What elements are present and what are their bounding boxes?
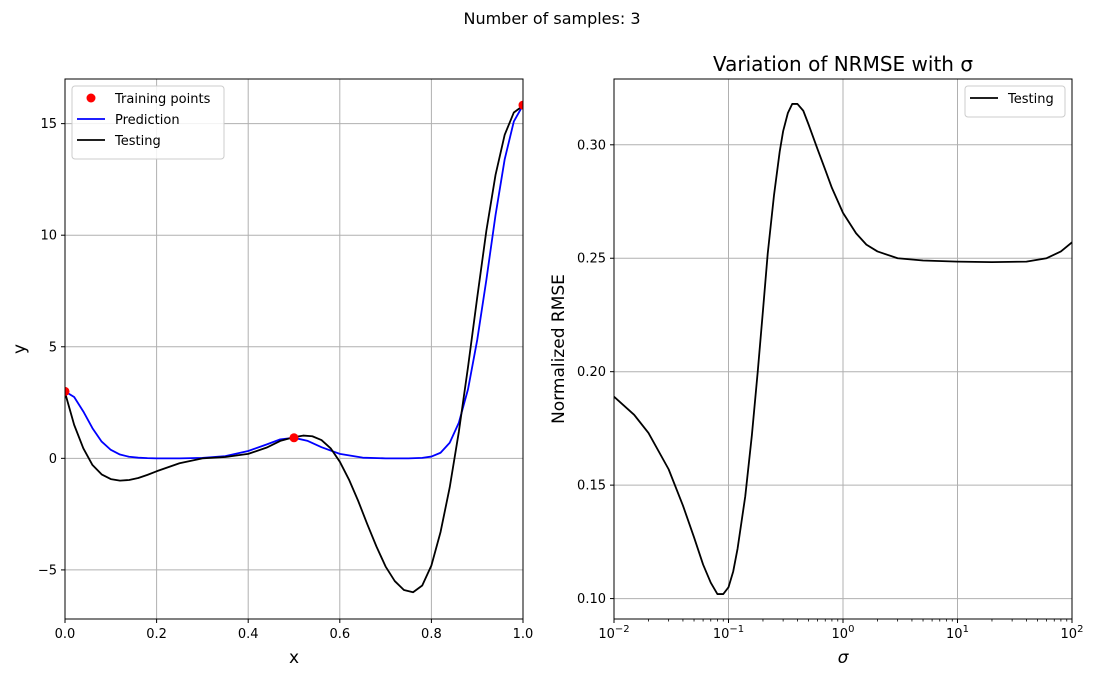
legend-label: Testing [1007, 92, 1054, 107]
y-tick-label: 15 [40, 117, 57, 132]
y-tick-label: 0.25 [577, 252, 606, 267]
left-y-axis-label: y [10, 344, 30, 354]
training-point [518, 100, 523, 110]
left-axes-frame [64, 78, 524, 620]
left-legend: Training points Prediction Testing [71, 85, 225, 160]
y-tick-label: 5 [49, 340, 57, 355]
left-series-layer [65, 100, 523, 594]
x-tick-label: 0.6 [329, 627, 350, 642]
right-ticks: 10−2 10−1 100 101 102 0.10 0.15 0.20 0.25 0.30 [577, 138, 1083, 642]
x-tick-label: 0.2 [146, 627, 167, 642]
right-legend: Testing [964, 85, 1066, 118]
legend-item: Prediction [77, 113, 180, 128]
x-tick-label: 0.4 [238, 627, 259, 642]
legend-item: Training points [86, 92, 211, 107]
series-line-testing [65, 105, 523, 594]
legend-box [964, 85, 1066, 118]
y-tick-label: 0.10 [577, 592, 606, 607]
right-series-layer [614, 103, 1072, 595]
x-tick-label: 100 [832, 624, 855, 642]
legend-marker [86, 93, 96, 103]
legend-box [71, 85, 225, 160]
y-tick-label: 0.30 [577, 138, 606, 153]
training-point [289, 433, 299, 443]
series-line-prediction [65, 104, 523, 460]
left-ticks: 0.0 0.2 0.4 0.6 0.8 1.0 −5 0 5 10 15 [38, 117, 534, 642]
right-axes-frame [613, 78, 1073, 620]
left-grid [64, 79, 524, 619]
x-tick-label: 0.8 [421, 627, 442, 642]
legend-label: Training points [114, 92, 211, 107]
right-plot-title: Variation of NRMSE with σ [713, 52, 973, 76]
right-y-axis-label: Normalized RMSE [549, 274, 569, 424]
right-plot: 10−2 10−1 100 101 102 0.10 0.15 0.20 0.25 0.30 Va… [549, 52, 1083, 668]
right-x-axis-label: σ [838, 648, 850, 668]
training-point [65, 386, 70, 396]
left-plot: 0.0 0.2 0.4 0.6 0.8 1.0 −5 0 5 10 15 x y Training … [10, 78, 534, 668]
legend-item: Testing [970, 92, 1054, 107]
x-tick-label: 10−1 [713, 624, 744, 642]
x-tick-label: 101 [946, 624, 969, 642]
x-tick-label: 102 [1061, 624, 1084, 642]
right-grid [613, 79, 1073, 619]
y-tick-label: 0.15 [577, 479, 606, 494]
legend-label: Prediction [115, 113, 180, 128]
series-line-testing [614, 103, 1072, 595]
y-tick-label: 10 [40, 229, 57, 244]
y-tick-label: 0.20 [577, 365, 606, 380]
figure-title: Number of samples: 3 [463, 9, 640, 28]
x-tick-label: 0.0 [55, 627, 76, 642]
y-tick-label: −5 [38, 563, 57, 578]
x-tick-label: 10−2 [598, 624, 629, 642]
legend-item: Testing [77, 134, 161, 149]
legend-label: Testing [114, 134, 161, 149]
x-tick-label: 1.0 [513, 627, 534, 642]
y-tick-label: 0 [49, 452, 57, 467]
left-x-axis-label: x [289, 648, 299, 668]
